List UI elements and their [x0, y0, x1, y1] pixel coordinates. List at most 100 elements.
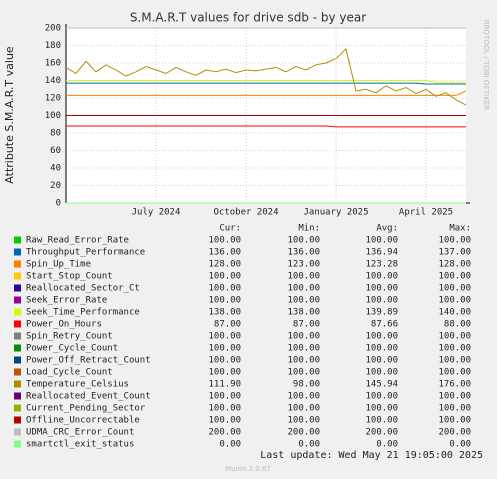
stat-value: 100.00 [365, 332, 398, 342]
legend-label: Reallocated_Sector_Ct [26, 284, 140, 294]
chart-title: S.M.A.R.T values for drive sdb - by year [130, 11, 366, 25]
stat-value: 100.00 [438, 332, 471, 342]
stats-header: Min: [298, 224, 320, 234]
stats-header: Cur: [219, 224, 241, 234]
stat-value: 200.00 [287, 428, 320, 438]
stat-value: 100.00 [208, 272, 241, 282]
y-tick-label: 180 [45, 41, 61, 51]
legend-label: Reallocated_Event_Count [26, 392, 151, 402]
legend-swatch [14, 428, 21, 436]
stat-value: 100.00 [287, 236, 320, 246]
legend-swatch [14, 344, 21, 352]
stat-value: 0.00 [219, 440, 241, 450]
stat-value: 138.00 [287, 308, 320, 318]
stat-value: 100.00 [365, 404, 398, 414]
stat-value: 100.00 [365, 392, 398, 402]
stat-value: 100.00 [287, 296, 320, 306]
y-tick-label: 140 [45, 76, 61, 86]
series-line [66, 90, 467, 96]
stat-value: 145.94 [365, 380, 398, 390]
stat-value: 100.00 [208, 236, 241, 246]
legend-swatch [14, 272, 21, 280]
stat-value: 200.00 [438, 428, 471, 438]
legend-label: smartctl_exit_status [26, 440, 134, 450]
stat-value: 176.00 [438, 380, 471, 390]
stat-value: 100.00 [287, 284, 320, 294]
stat-value: 100.00 [287, 344, 320, 354]
stat-value: 100.00 [208, 404, 241, 414]
stat-value: 100.00 [287, 356, 320, 366]
stat-value: 136.00 [287, 248, 320, 258]
y-tick-label: 40 [50, 164, 61, 174]
x-tick-label: July 2024 [132, 208, 181, 218]
stat-value: 100.00 [365, 236, 398, 246]
stat-value: 100.00 [365, 296, 398, 306]
stat-value: 100.00 [287, 272, 320, 282]
stat-value: 100.00 [208, 356, 241, 366]
legend-label: Power_On_Hours [26, 320, 102, 330]
stat-value: 100.00 [365, 344, 398, 354]
stat-value: 123.28 [365, 260, 398, 270]
legend-label: UDMA_CRC_Error_Count [26, 428, 134, 438]
stat-value: 100.00 [438, 404, 471, 414]
stat-value: 128.00 [438, 260, 471, 270]
stat-value: 140.00 [438, 308, 471, 318]
stat-value: 138.00 [208, 308, 241, 318]
stat-value: 87.66 [371, 320, 398, 330]
stat-value: 123.00 [287, 260, 320, 270]
legend-swatch [14, 260, 21, 268]
stat-value: 200.00 [208, 428, 241, 438]
legend-swatch [14, 296, 21, 304]
legend-swatch [14, 320, 21, 328]
legend-label: Spin_Up_Time [26, 260, 91, 270]
stat-value: 87.00 [214, 320, 241, 330]
stat-value: 0.00 [298, 440, 320, 450]
y-tick-label: 0 [56, 199, 61, 209]
legend-swatch [14, 284, 21, 292]
legend-swatch [14, 380, 21, 388]
stat-value: 100.00 [365, 368, 398, 378]
stat-value: 0.00 [376, 440, 398, 450]
stat-value: 100.00 [208, 344, 241, 354]
y-tick-label: 60 [50, 146, 61, 156]
legend-swatch [14, 404, 21, 412]
y-tick-label: 200 [45, 24, 61, 34]
legend-label: Start_Stop_Count [26, 272, 113, 282]
stat-value: 100.00 [438, 344, 471, 354]
last-update: Last update: Wed May 21 19:05:00 2025 [260, 450, 483, 461]
legend-label: Power_Cycle_Count [26, 344, 118, 354]
y-tick-label: 120 [45, 94, 61, 104]
stat-value: 0.00 [449, 440, 471, 450]
y-tick-label: 100 [45, 111, 61, 121]
series-line [65, 48, 467, 106]
legend-label: Load_Cycle_Count [26, 368, 113, 378]
stat-value: 100.00 [287, 368, 320, 378]
legend-label: Power_Off_Retract_Count [26, 356, 151, 366]
stat-value: 100.00 [438, 392, 471, 402]
stat-value: 100.00 [287, 332, 320, 342]
stat-value: 100.00 [438, 368, 471, 378]
legend-swatch [14, 356, 21, 364]
watermark: RRDTOOL / TOBI OETIKER [482, 20, 490, 110]
stats-header: Max: [449, 224, 471, 234]
stat-value: 100.00 [365, 416, 398, 426]
stat-value: 87.00 [293, 320, 320, 330]
legend-swatch [14, 368, 21, 376]
stat-value: 100.00 [438, 416, 471, 426]
stat-value: 139.89 [365, 308, 398, 318]
stat-value: 100.00 [365, 356, 398, 366]
legend-label: Seek_Error_Rate [26, 296, 107, 306]
stat-value: 100.00 [208, 368, 241, 378]
legend-label: Throughput_Performance [26, 248, 145, 258]
legend-label: Current_Pending_Sector [26, 404, 146, 414]
stat-value: 98.00 [293, 380, 320, 390]
stats-header: Avg: [376, 224, 398, 234]
x-tick-label: January 2025 [303, 208, 368, 218]
legend-swatch [14, 236, 21, 244]
stat-value: 136.94 [365, 248, 398, 258]
stat-value: 111.90 [208, 380, 241, 390]
stat-value: 100.00 [438, 356, 471, 366]
stat-value: 100.00 [365, 284, 398, 294]
stat-value: 100.00 [208, 296, 241, 306]
